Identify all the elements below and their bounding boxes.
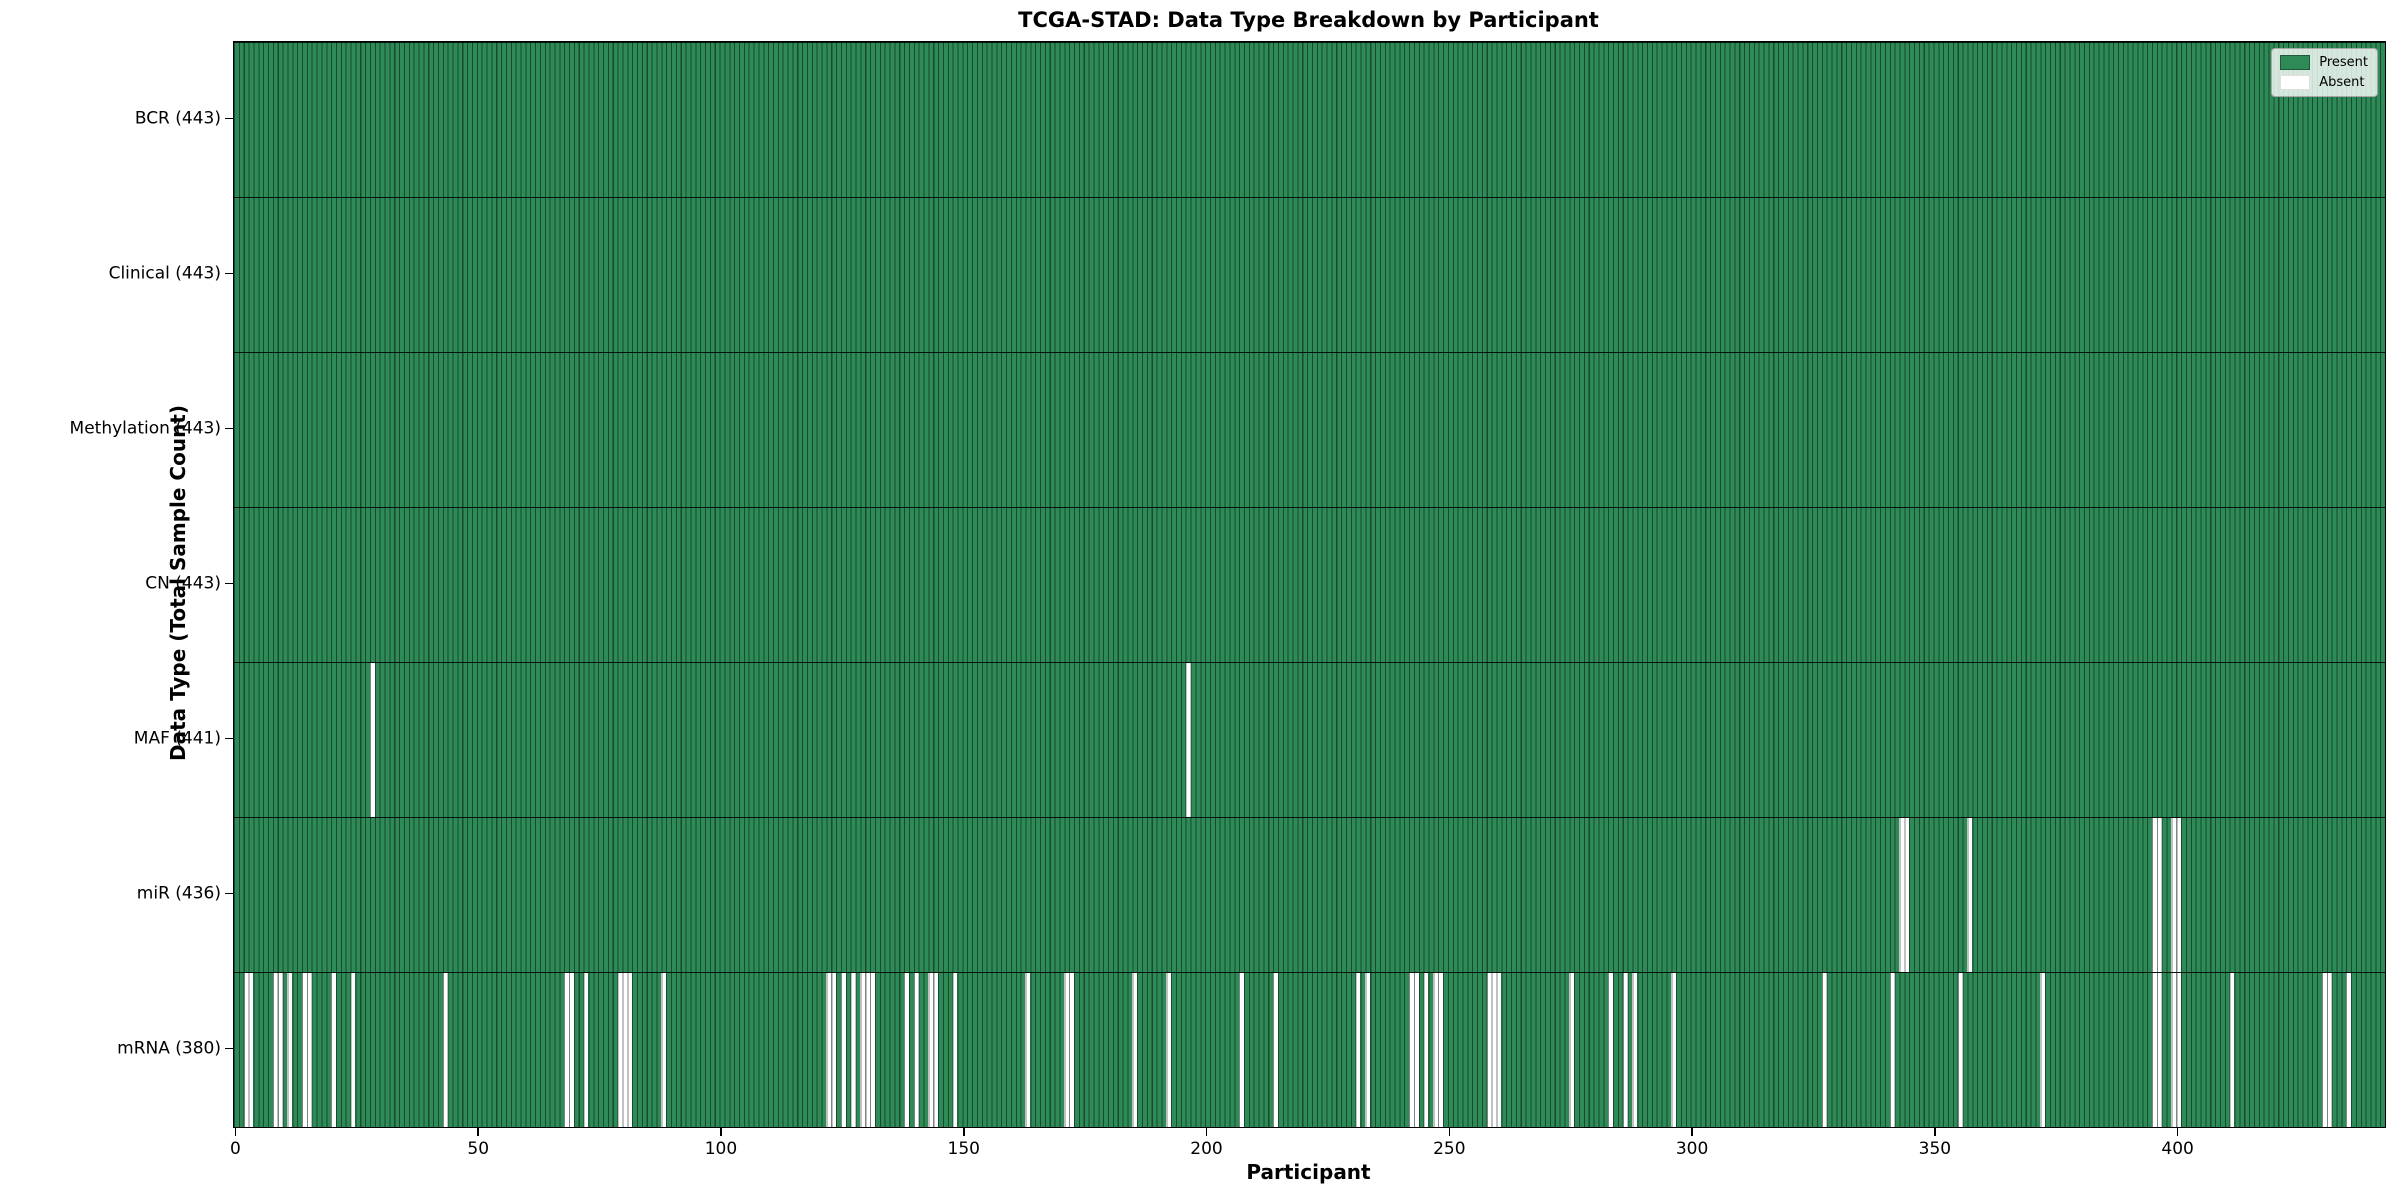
y-tick-mark: [225, 272, 233, 275]
y-tick-mark: [225, 117, 233, 120]
x-tick-mark-0: [234, 1128, 237, 1136]
y-tick-label-CN: CN (443): [145, 573, 221, 593]
y-tick-label-miR: miR (436): [136, 883, 221, 903]
x-tick-label-250: 250: [1433, 1139, 1466, 1159]
x-tick-label-200: 200: [1190, 1139, 1223, 1159]
legend-label-absent: Absent: [2319, 74, 2365, 90]
x-tick-mark-50: [477, 1128, 479, 1136]
x-tick-mark-200: [1205, 1128, 1208, 1136]
x-tick-label-400: 400: [2161, 1139, 2194, 1159]
legend: Present Absent: [2271, 48, 2378, 97]
y-tick-mark: [225, 582, 233, 585]
y-tick-mark: [225, 427, 233, 430]
legend-item-absent: Absent: [2280, 75, 2368, 90]
legend-item-present: Present: [2280, 55, 2368, 70]
y-tick-label-MAF: MAF (441): [133, 728, 221, 748]
x-tick-label-50: 50: [467, 1139, 490, 1159]
x-tick-mark-150: [962, 1128, 965, 1136]
x-tick-label-300: 300: [1675, 1139, 1709, 1159]
legend-label-present: Present: [2319, 54, 2368, 70]
plot-area: Present Absent: [233, 41, 2386, 1128]
y-tick-label-BCR: BCR (443): [134, 108, 221, 128]
y-tick-mark: [225, 892, 233, 895]
row-separator-lines: [234, 42, 2385, 1127]
chart-title: TCGA-STAD: Data Type Breakdown by Partic…: [1018, 8, 1599, 32]
x-tick-label-150: 150: [947, 1139, 980, 1159]
x-tick-label-0: 0: [230, 1139, 241, 1159]
x-tick-mark-250: [1448, 1128, 1451, 1136]
x-tick-label-350: 350: [1918, 1139, 1952, 1159]
y-tick-mark: [225, 1047, 233, 1050]
y-tick-mark: [225, 737, 233, 740]
x-tick-mark-400: [2176, 1128, 2179, 1136]
x-tick-mark-350: [1934, 1128, 1936, 1136]
legend-swatch-absent-icon: [2280, 75, 2311, 90]
x-tick-label-100: 100: [704, 1139, 738, 1159]
x-tick-mark-100: [720, 1128, 722, 1136]
x-axis-label: Participant: [1246, 1160, 1371, 1184]
y-tick-label-mRNA: mRNA (380): [117, 1038, 221, 1058]
y-tick-label-Methylation: Methylation (443): [69, 418, 221, 438]
y-tick-label-Clinical: Clinical (443): [108, 263, 221, 283]
legend-swatch-present-icon: [2280, 55, 2311, 70]
x-tick-mark-300: [1691, 1128, 1693, 1136]
